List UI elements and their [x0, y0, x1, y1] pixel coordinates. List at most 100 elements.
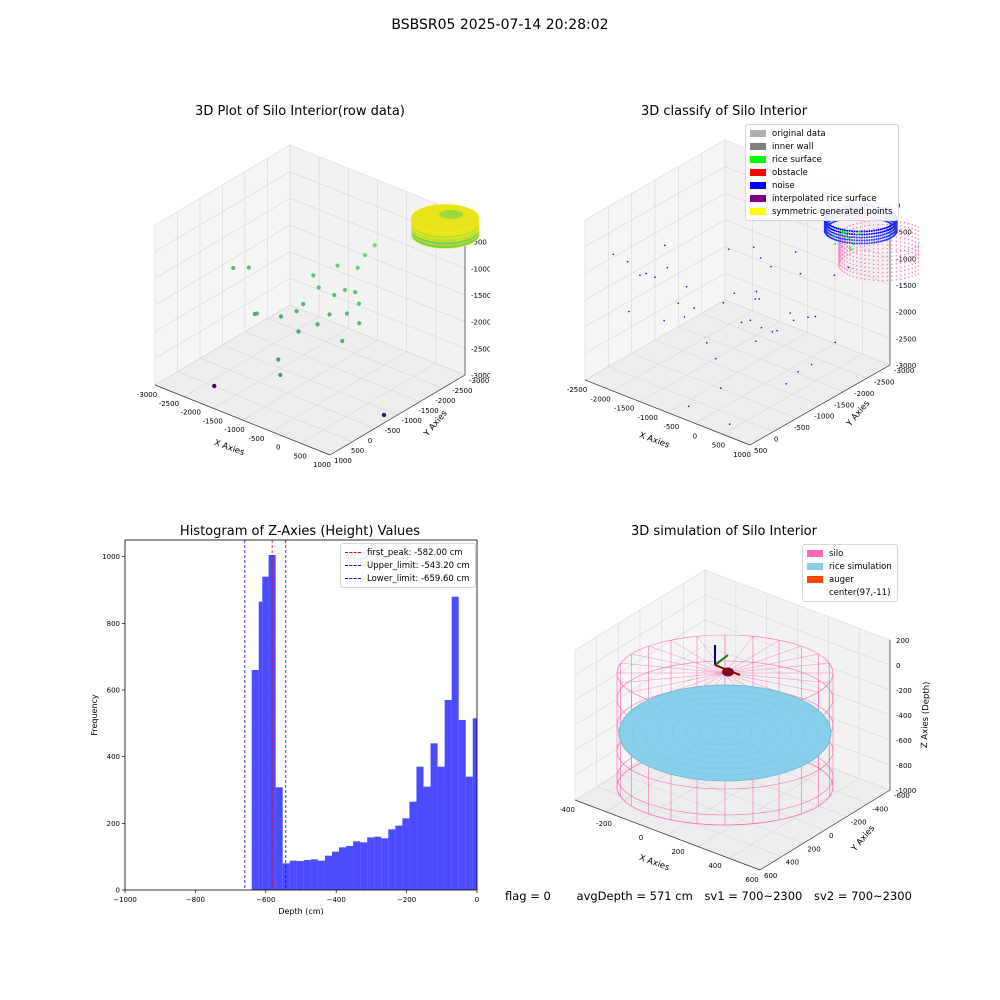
symmetric-point	[856, 248, 858, 251]
histogram-bar	[437, 766, 445, 890]
noise-point	[846, 235, 849, 238]
noise-point	[883, 236, 886, 239]
symmetric-point	[891, 248, 893, 250]
symmetric-point	[881, 267, 884, 270]
x-tick-label: −200	[397, 896, 416, 904]
noise-point	[853, 230, 856, 233]
noise-point	[858, 236, 861, 239]
symmetric-point	[868, 262, 870, 265]
symmetric-point	[895, 244, 898, 247]
symmetric-point	[864, 266, 866, 268]
panel2-legend-item: original data	[750, 127, 893, 140]
symmetric-point	[868, 224, 870, 227]
symmetric-point	[852, 275, 855, 278]
noise-point	[885, 238, 888, 241]
panel2-title: 3D classify of Silo Interior	[640, 104, 808, 119]
symmetric-point	[895, 278, 898, 281]
data-point	[612, 253, 615, 256]
noise-point	[885, 226, 888, 229]
noise-point	[885, 235, 888, 238]
panel2-legend-label: interpolated rice surface	[772, 193, 877, 204]
x-tick-label: -1500	[614, 405, 634, 413]
symmetric-point	[914, 250, 917, 253]
symmetric-point	[914, 249, 917, 251]
histogram-bar	[296, 861, 304, 890]
y-tick-label: 0	[774, 436, 778, 444]
symmetric-point	[872, 279, 875, 282]
panel3-legend-swatch	[345, 565, 361, 566]
symmetric-point	[914, 270, 917, 273]
symmetric-point	[877, 279, 879, 282]
z-tick-label: -2500	[896, 335, 916, 343]
symmetric-point	[846, 226, 848, 228]
noise-point	[830, 221, 833, 224]
symmetric-point	[881, 275, 884, 278]
z-tick-label: -200	[896, 687, 912, 695]
silo-roof-spoke	[724, 672, 819, 693]
data-point	[728, 423, 731, 425]
data-point	[327, 312, 332, 317]
noise-point	[895, 222, 898, 225]
symmetric-point	[843, 227, 846, 230]
symmetric-point	[872, 271, 875, 274]
panel2-legend-item: noise	[750, 179, 893, 192]
histogram-bar	[258, 601, 263, 890]
noise-point	[832, 221, 835, 224]
symmetric-point	[864, 245, 866, 247]
noise-point	[839, 240, 842, 243]
symmetric-point	[852, 267, 855, 270]
symmetric-point	[852, 271, 855, 274]
noise-point	[881, 227, 884, 230]
histogram-bar	[324, 855, 332, 890]
noise-point	[835, 239, 838, 242]
data-point	[797, 370, 799, 373]
rice-mesh-ring	[698, 720, 752, 746]
rice-mesh-ring	[671, 708, 779, 758]
data-point	[315, 322, 320, 327]
symmetric-point	[868, 250, 870, 253]
data-point	[755, 290, 758, 293]
histogram-bar	[381, 838, 389, 890]
noise-point	[868, 236, 871, 239]
x-tick-label: −600	[256, 896, 275, 904]
symmetric-point	[838, 256, 841, 259]
y-tick-label: 200	[807, 845, 820, 853]
panel2-legend-swatch	[750, 182, 766, 189]
data-point	[645, 272, 647, 275]
noise-point	[843, 241, 846, 244]
symmetric-point	[911, 227, 913, 230]
noise-point	[887, 228, 890, 231]
histogram-bar	[317, 860, 325, 890]
noise-point	[888, 228, 891, 231]
symmetric-point	[917, 245, 920, 247]
symmetric-point	[903, 249, 906, 252]
noise-point	[883, 230, 886, 233]
symmetric-point	[840, 252, 842, 255]
panel2-legend-swatch	[750, 208, 766, 215]
noise-point	[833, 226, 836, 229]
symmetric-point	[864, 241, 866, 243]
x-tick-label: -200	[596, 820, 612, 828]
symmetric-point	[872, 228, 875, 230]
panel2-legend-swatch	[750, 195, 766, 202]
symmetric-point	[846, 253, 848, 255]
symmetric-point	[846, 257, 848, 259]
symmetric-point	[899, 254, 902, 256]
symmetric-point	[911, 235, 913, 238]
panel3-legend-label: Lower_limit: -659.60 cm	[367, 573, 470, 584]
noise-point	[887, 225, 890, 228]
x-tick-label: -3000	[137, 391, 157, 399]
noise-point	[848, 235, 851, 238]
y-tick-label: -1000	[814, 413, 834, 421]
rice-mesh-ring	[685, 714, 765, 752]
symmetric-point	[868, 278, 870, 281]
y-axis-line	[329, 374, 466, 456]
symmetric-point	[907, 268, 910, 271]
panel2-legend-swatch	[750, 130, 766, 137]
symmetric-point	[903, 265, 906, 268]
noise-point	[873, 229, 876, 232]
noise-point	[888, 234, 891, 237]
z-tick-label: -400	[896, 712, 912, 720]
symmetric-point	[852, 251, 855, 254]
symmetric-point	[914, 253, 917, 255]
